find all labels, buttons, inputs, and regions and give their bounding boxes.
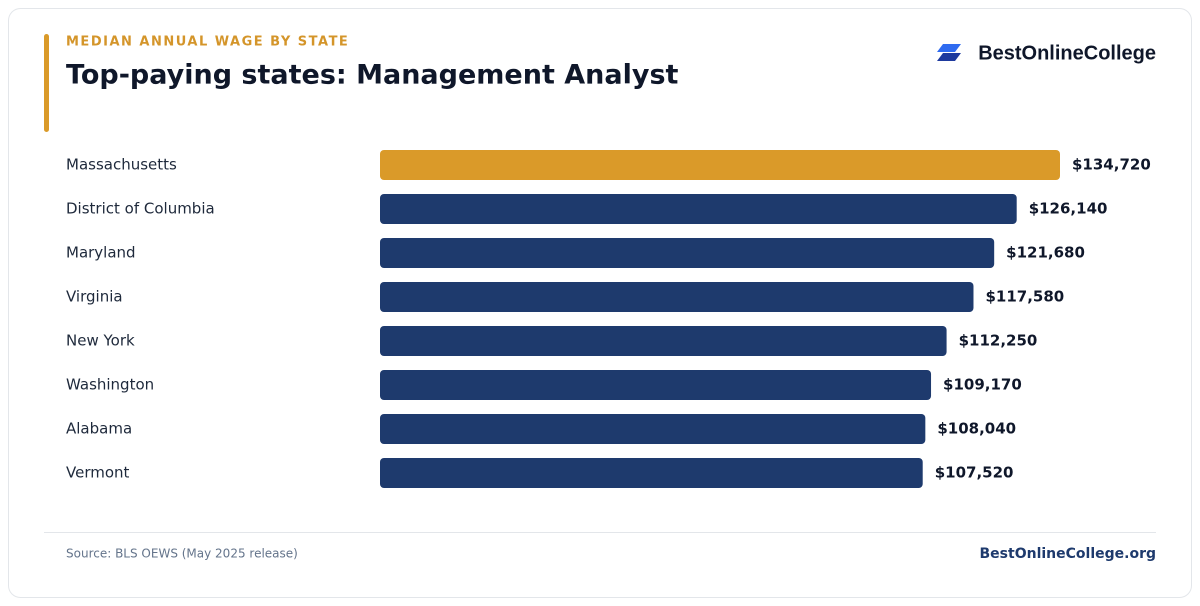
category-label: Maryland bbox=[66, 244, 136, 262]
category-label: Alabama bbox=[66, 420, 132, 438]
source: Source: BLS OEWS (May 2025 release) bbox=[66, 547, 298, 561]
value-label: $109,170 bbox=[943, 376, 1022, 394]
category-label: Massachusetts bbox=[66, 156, 177, 174]
value-label: $134,720 bbox=[1072, 156, 1151, 174]
bar bbox=[380, 458, 923, 488]
category-label: District of Columbia bbox=[66, 200, 215, 218]
value-label: $108,040 bbox=[937, 420, 1016, 438]
footer-brand: BestOnlineCollege.org bbox=[980, 546, 1156, 562]
category-label: New York bbox=[66, 332, 135, 350]
bar bbox=[380, 282, 974, 312]
category-label: Virginia bbox=[66, 288, 123, 306]
bar bbox=[380, 238, 995, 268]
chart-title: Top-paying states: Management Analyst bbox=[66, 60, 679, 91]
accent-bar bbox=[44, 34, 49, 132]
logo-icon bbox=[937, 44, 961, 61]
bar bbox=[380, 370, 932, 400]
brand: BestOnlineCollege bbox=[978, 42, 1156, 64]
value-label: $117,580 bbox=[985, 288, 1064, 306]
value-label: $126,140 bbox=[1029, 200, 1108, 218]
category-label: Vermont bbox=[66, 464, 130, 482]
bar bbox=[380, 414, 926, 444]
eyebrow: MEDIAN ANNUAL WAGE BY STATE bbox=[66, 35, 349, 50]
category-label: Washington bbox=[66, 376, 154, 394]
bar bbox=[380, 326, 947, 356]
value-label: $112,250 bbox=[959, 332, 1038, 350]
bar bbox=[380, 194, 1017, 224]
value-label: $121,680 bbox=[1006, 244, 1085, 262]
bar bbox=[380, 150, 1060, 180]
value-label: $107,520 bbox=[935, 464, 1014, 482]
